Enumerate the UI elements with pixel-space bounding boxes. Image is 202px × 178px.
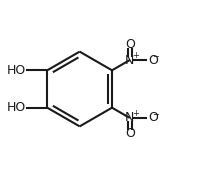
Text: HO: HO [7, 64, 26, 77]
Text: −: − [152, 52, 159, 61]
Text: O: O [125, 38, 135, 51]
Text: N: N [125, 111, 134, 124]
Text: O: O [148, 54, 158, 67]
Text: O: O [148, 111, 158, 124]
Text: N: N [125, 54, 134, 67]
Text: HO: HO [7, 101, 26, 114]
Text: +: + [132, 109, 139, 118]
Text: O: O [125, 127, 135, 140]
Text: +: + [132, 51, 139, 60]
Text: −: − [152, 110, 159, 119]
